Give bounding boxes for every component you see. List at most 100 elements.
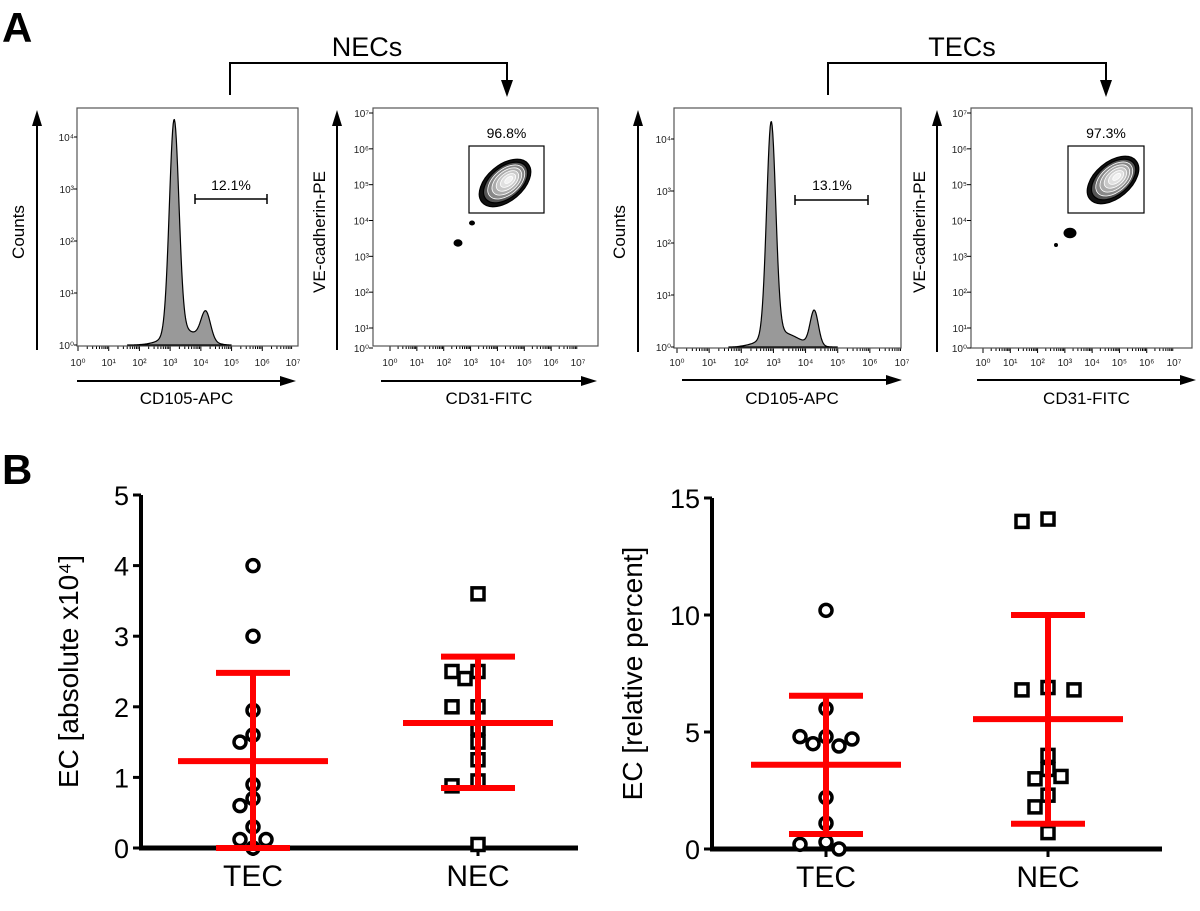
y-tick-label: 10⁴: [656, 135, 671, 146]
y-tick-label: 4: [114, 552, 129, 582]
y-tick-label: 10⁷: [354, 109, 369, 120]
histogram-panel: CD105-APC Counts 10⁰ 10¹ 10² 10³ 10⁴ 10⁵ 10⁶ 10⁷ 1…: [610, 107, 910, 408]
x-tick-label: 10⁷: [571, 358, 586, 369]
x-tick-label: 10⁴: [193, 358, 208, 369]
x-tick-label: 10⁶: [544, 358, 559, 369]
x-tick-label: 10⁷: [286, 358, 301, 369]
y-tick-label: 1: [114, 763, 129, 793]
bracket-label-necs: NECs: [332, 32, 403, 62]
data-point-square: [1066, 682, 1082, 698]
data-point-square: [470, 586, 486, 602]
y-tick-label: 10¹: [355, 324, 370, 335]
y-tick-label: 10⁴: [952, 217, 967, 228]
x-tick-label: 10⁵: [517, 358, 532, 369]
y-tick-label: 10⁶: [354, 145, 369, 156]
x-axis-label: CD105-APC: [745, 389, 839, 408]
y-tick-label: 10⁰: [952, 344, 967, 355]
y-tick-label: 10⁶: [952, 145, 967, 156]
gating-bracket-tecs: TECs: [827, 32, 1112, 97]
y-tick-label: 5: [114, 481, 129, 511]
data-point-circle: [805, 735, 821, 752]
contour-cluster: [1086, 155, 1140, 205]
x-tick-label: 10⁵: [224, 358, 239, 369]
x-axis-label: CD31-FITC: [446, 389, 533, 408]
data-point-square: [1027, 799, 1043, 815]
data-point-circle: [831, 841, 847, 857]
y-arrowhead: [633, 110, 643, 126]
x-tick-label: 10⁴: [490, 358, 505, 369]
y-tick-label: 10³: [953, 252, 968, 263]
x-tick-label: 10⁴: [1084, 358, 1099, 369]
event-cluster: [1054, 243, 1058, 247]
data-point-square: [1053, 768, 1069, 785]
x-tick-label: 10⁴: [798, 358, 813, 369]
y-arrowhead: [332, 110, 342, 126]
y-tick-label: 10³: [657, 187, 672, 198]
x-tick-label: 10⁶: [1139, 358, 1154, 369]
x-tick-label: TEC: [796, 861, 856, 894]
x-axis-label: CD31-FITC: [1043, 389, 1130, 408]
y-arrowhead: [932, 110, 942, 126]
x-tick-label: 10¹: [101, 358, 116, 369]
contour-level: [1112, 172, 1122, 181]
x-tick-label: 10²: [132, 358, 147, 369]
data-point-circle: [792, 728, 808, 745]
gate-percentage-label: 97.3%: [1086, 125, 1126, 141]
x-tick-label: 10³: [163, 358, 178, 369]
data-point-circle: [818, 602, 834, 619]
y-tick-label: 10⁷: [952, 109, 967, 120]
contour-level: [504, 175, 514, 184]
gate-box: [468, 145, 545, 214]
scatter-chart: 0 5 10 15 EC [relative percent] TEC NEC: [617, 484, 1162, 894]
data-point-circle: [245, 628, 261, 644]
x-tick-label: 10²: [1030, 358, 1045, 369]
y-axis-label: EC [relative percent]: [617, 547, 648, 801]
histogram-panel: CD105-APC Counts 10⁰ 10¹ 10² 10³ 10⁴ 10⁵ 10⁶ 10⁷ 1…: [9, 107, 301, 408]
data-point-circle: [245, 557, 261, 574]
histogram-curve: [127, 118, 232, 346]
y-arrowhead: [32, 110, 42, 126]
data-point-circle: [831, 738, 847, 754]
gate-box: [1067, 145, 1145, 214]
gate-percentage-label: 12.1%: [211, 177, 251, 193]
panel-letter-a: A: [2, 4, 32, 51]
y-tick-label: 0: [685, 835, 700, 865]
contour-cluster: [478, 158, 532, 208]
data-point-square: [1040, 824, 1056, 841]
y-tick-label: 5: [685, 718, 700, 748]
x-arrowhead: [886, 375, 902, 385]
x-arrowhead: [1180, 375, 1196, 385]
y-axis-label: EC [absolute x10⁴]: [53, 555, 84, 788]
x-tick-label: 10²: [734, 358, 749, 369]
data-point-circle: [818, 834, 834, 850]
x-tick-label: 10³: [1058, 358, 1073, 369]
x-tick-label: 10⁷: [895, 358, 910, 369]
y-tick-label: 0: [114, 834, 129, 864]
x-tick-label: NEC: [1016, 861, 1079, 894]
y-tick-label: 10¹: [657, 291, 672, 302]
bracket-label-tecs: TECs: [928, 32, 996, 62]
data-point-square: [444, 663, 460, 680]
data-point-circle: [232, 831, 248, 848]
y-axis-label: Counts: [9, 205, 28, 259]
x-tick-label: 10⁵: [1112, 358, 1127, 369]
data-point-circle: [258, 831, 274, 848]
y-tick-label: 10¹: [60, 289, 75, 300]
y-tick-label: 10: [670, 601, 700, 631]
histogram-curve: [728, 120, 838, 348]
contour-plot-panel: CD31-FITC VE-cadherin-PE 10⁰ 10¹ 10² 10³ 10⁴ 10…: [310, 107, 599, 408]
x-tick-label: 10³: [766, 358, 781, 369]
y-axis-label: VE-cadherin-PE: [310, 171, 329, 293]
y-tick-label: 10²: [657, 239, 672, 250]
x-arrowhead: [280, 376, 296, 386]
y-tick-label: 10⁰: [59, 341, 74, 352]
y-tick-label: 10³: [60, 185, 75, 196]
x-tick-label: TEC: [223, 860, 283, 893]
x-tick-label: 10³: [463, 358, 478, 369]
data-point-square: [444, 699, 460, 715]
y-tick-label: 10⁵: [354, 181, 369, 192]
event-cluster: [453, 239, 463, 247]
data-point-square: [457, 670, 473, 687]
x-tick-label: 10⁰: [669, 358, 684, 369]
